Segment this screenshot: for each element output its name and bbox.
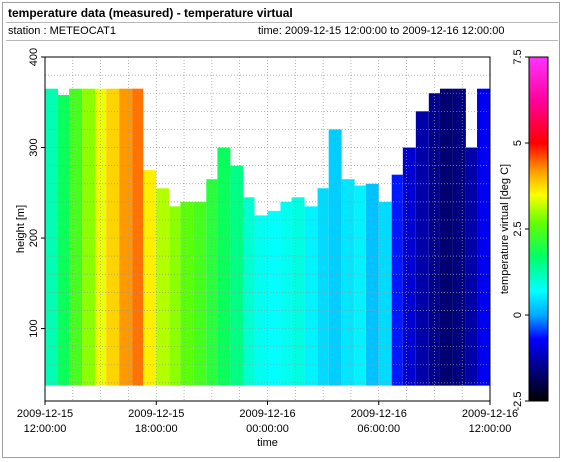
colorbar-tick-label: 2.5 [512,221,524,236]
heatmap-column [391,174,403,386]
y-axis-label: height [m] [15,205,27,253]
x-tick-label: 2009-12-15 [128,408,184,420]
heatmap-column [267,210,281,386]
y-tick-label: 400 [28,48,40,66]
heatmap-column [477,88,490,386]
heatmap-column [243,197,255,386]
heatmap-column [439,88,453,386]
y-tick-label: 200 [28,229,40,247]
colorbar-tick-label: 0 [512,312,524,318]
heatmap-column [82,88,96,386]
heatmap-column [193,201,207,386]
x-tick-label: 2009-12-16 [462,408,518,420]
heatmap-column [428,93,440,386]
heatmap-column [378,201,392,386]
colorbar-tick-label: 7.5 [512,49,524,64]
heatmap-column [465,147,478,386]
x-tick-label: 2009-12-16 [351,408,407,420]
heatmap-column [365,183,379,386]
heatmap-column [402,147,416,386]
colorbar-label: temperature virtual [deg C] [499,164,511,294]
heatmap-column [69,88,83,386]
x-tick-label: 2009-12-16 [239,408,295,420]
x-tick-label: 18:00:00 [135,423,178,435]
heatmap-column [452,88,466,386]
colorbar-tick-label: 5 [512,140,524,146]
chart-title: temperature data (measured) - temperatur… [8,6,293,20]
heatmap-column [169,206,181,386]
heatmap-column [230,165,244,386]
x-tick-label: 2009-12-15 [17,408,73,420]
heatmap-column [280,201,292,386]
title-divider [6,22,558,23]
x-tick-label: 00:00:00 [246,423,289,435]
heatmap-column [415,111,429,386]
colorbar [528,56,549,402]
heatmap-column [341,179,355,386]
x-tick-label: 12:00:00 [469,423,512,435]
heatmap-column [119,88,133,386]
time-range-label: time: 2009-12-15 12:00:00 to 2009-12-16 … [258,25,505,37]
heatmap-column [217,147,231,386]
heatmap-column [354,185,366,386]
heatmap-column [143,170,157,386]
station-label: station : METEOCAT1 [8,25,116,37]
x-tick-label: 06:00:00 [357,423,400,435]
colorbar-tick-label: -2.5 [512,392,524,411]
heatmap-column [291,197,305,386]
heatmap-column [57,95,70,386]
x-axis-label: time [257,437,278,449]
heatmap-column [304,206,318,386]
heatmap-column [156,188,170,386]
heatmap-column [254,215,268,386]
info-divider [6,40,558,41]
y-tick-label: 100 [28,319,40,337]
heatmap-column [106,88,120,386]
heatmap-column [317,188,329,386]
heatmap-column [328,129,342,386]
heatmap-column [180,201,194,386]
y-tick-label: 300 [28,138,40,156]
heatmap-column [45,88,58,386]
heatmap-column [132,88,144,386]
x-tick-label: 12:00:00 [24,423,67,435]
